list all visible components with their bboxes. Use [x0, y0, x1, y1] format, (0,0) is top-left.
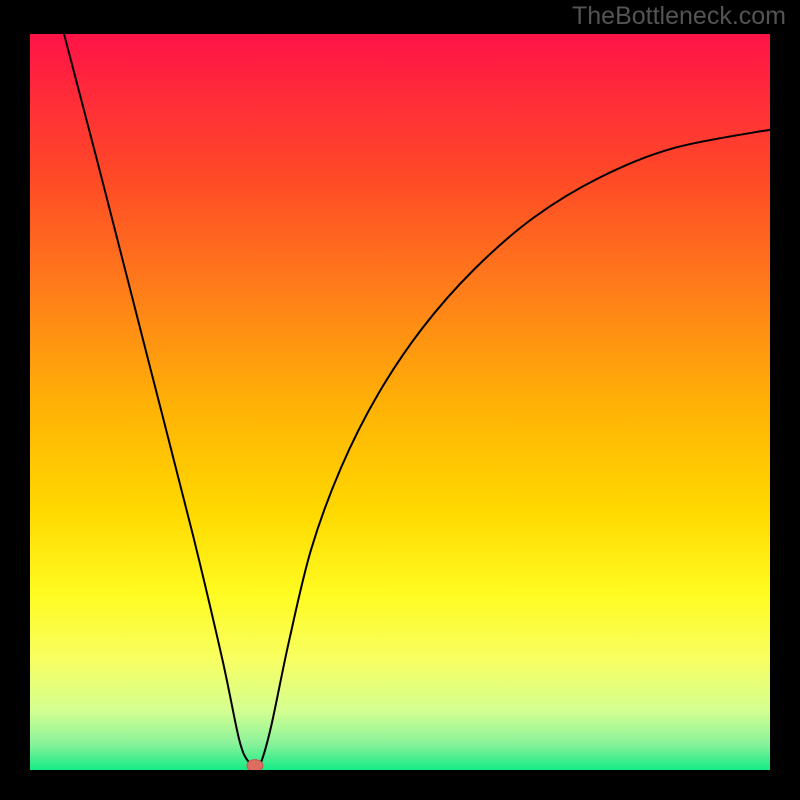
optimal-point-marker	[247, 760, 263, 770]
plot-svg	[30, 34, 770, 770]
plot-area	[30, 34, 770, 770]
chart-frame: TheBottleneck.com	[0, 0, 800, 800]
watermark-text: TheBottleneck.com	[572, 2, 786, 31]
gradient-background	[30, 34, 770, 770]
